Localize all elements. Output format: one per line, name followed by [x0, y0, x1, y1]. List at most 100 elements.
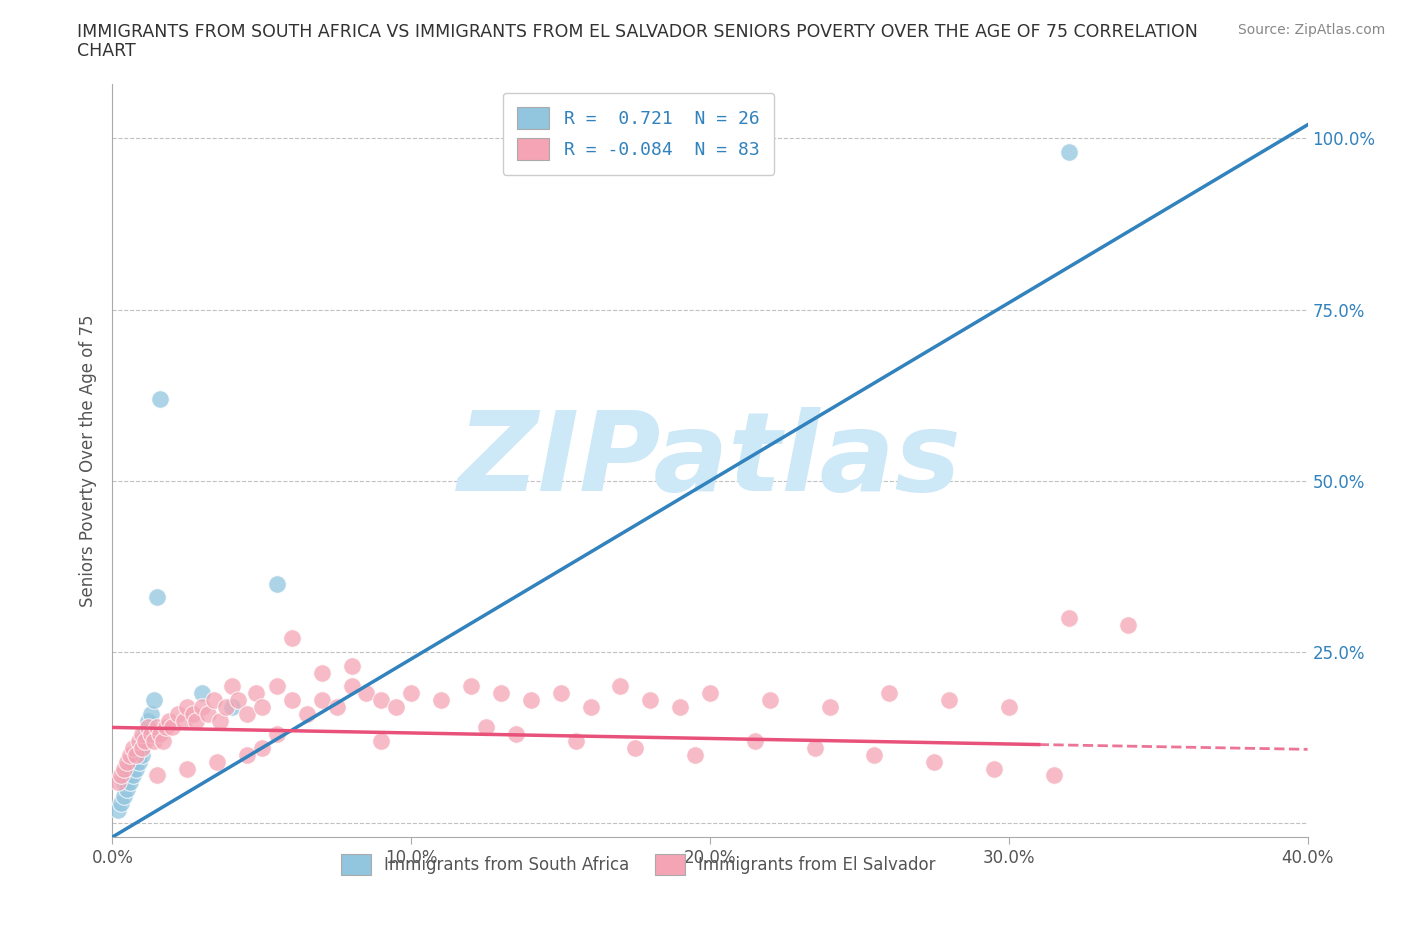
Point [143, 734, 166, 749]
Point [131, 727, 153, 742]
Point [236, 706, 259, 721]
Point [1042, 768, 1064, 783]
Point [149, 392, 172, 406]
Point [520, 693, 543, 708]
Point [1057, 145, 1080, 160]
Point [191, 699, 214, 714]
Point [162, 720, 183, 735]
Point [128, 740, 150, 755]
Point [176, 761, 198, 776]
Point [311, 665, 333, 680]
Y-axis label: Seniors Poverty Over the Age of 75: Seniors Poverty Over the Age of 75 [79, 314, 97, 606]
Point [117, 781, 139, 796]
Point [475, 720, 498, 735]
Point [155, 720, 177, 735]
Point [550, 685, 572, 700]
Point [134, 734, 156, 749]
Point [107, 803, 129, 817]
Text: Source: ZipAtlas.com: Source: ZipAtlas.com [1237, 23, 1385, 37]
Point [609, 679, 631, 694]
Point [110, 795, 132, 810]
Point [699, 685, 721, 700]
Point [122, 740, 145, 755]
Point [128, 734, 150, 749]
Point [122, 754, 145, 769]
Point [134, 727, 156, 742]
Point [370, 693, 392, 708]
Text: ZIPatlas: ZIPatlas [458, 406, 962, 514]
Point [110, 768, 132, 783]
Point [759, 693, 782, 708]
Point [157, 713, 180, 728]
Point [430, 693, 453, 708]
Point [266, 679, 288, 694]
Point [125, 748, 148, 763]
Point [202, 693, 225, 708]
Point [295, 706, 318, 721]
Point [114, 775, 135, 790]
Point [744, 734, 766, 749]
Point [181, 706, 204, 721]
Point [460, 679, 482, 694]
Point [117, 768, 139, 783]
Point [128, 754, 150, 769]
Point [683, 748, 706, 763]
Point [149, 727, 172, 742]
Point [120, 761, 142, 776]
Point [340, 679, 363, 694]
Point [221, 699, 243, 714]
Point [1057, 610, 1080, 625]
Point [370, 734, 392, 749]
Point [250, 699, 273, 714]
Point [141, 706, 163, 721]
Point [922, 754, 945, 769]
Point [138, 720, 160, 735]
Point [879, 685, 901, 700]
Point [138, 713, 160, 728]
Point [191, 685, 214, 700]
Point [564, 734, 586, 749]
Point [281, 693, 304, 708]
Point [281, 631, 304, 645]
Point [173, 713, 195, 728]
Point [167, 706, 190, 721]
Point [236, 748, 259, 763]
Point [998, 699, 1021, 714]
Point [186, 713, 208, 728]
Point [131, 734, 153, 749]
Point [125, 748, 148, 763]
Point [152, 734, 174, 749]
Point [356, 685, 378, 700]
Point [245, 685, 267, 700]
Point [311, 693, 333, 708]
Point [385, 699, 408, 714]
Point [803, 740, 825, 755]
Point [146, 720, 169, 735]
Point [205, 754, 228, 769]
Point [669, 699, 692, 714]
Point [221, 679, 243, 694]
Point [209, 713, 232, 728]
Point [131, 748, 153, 763]
Point [197, 706, 219, 721]
Point [340, 658, 363, 673]
Point [114, 761, 135, 776]
Point [505, 727, 527, 742]
Point [141, 727, 163, 742]
Legend: Immigrants from South Africa, Immigrants from El Salvador: Immigrants from South Africa, Immigrants… [335, 848, 942, 882]
Point [624, 740, 647, 755]
Point [114, 789, 135, 804]
Point [983, 761, 1005, 776]
Point [215, 699, 238, 714]
Point [176, 699, 198, 714]
Point [122, 768, 145, 783]
Text: IMMIGRANTS FROM SOUTH AFRICA VS IMMIGRANTS FROM EL SALVADOR SENIORS POVERTY OVER: IMMIGRANTS FROM SOUTH AFRICA VS IMMIGRAN… [77, 23, 1198, 41]
Point [125, 761, 148, 776]
Text: CHART: CHART [77, 42, 136, 60]
Point [117, 754, 139, 769]
Point [579, 699, 602, 714]
Point [107, 775, 129, 790]
Point [146, 590, 169, 604]
Point [489, 685, 512, 700]
Point [640, 693, 662, 708]
